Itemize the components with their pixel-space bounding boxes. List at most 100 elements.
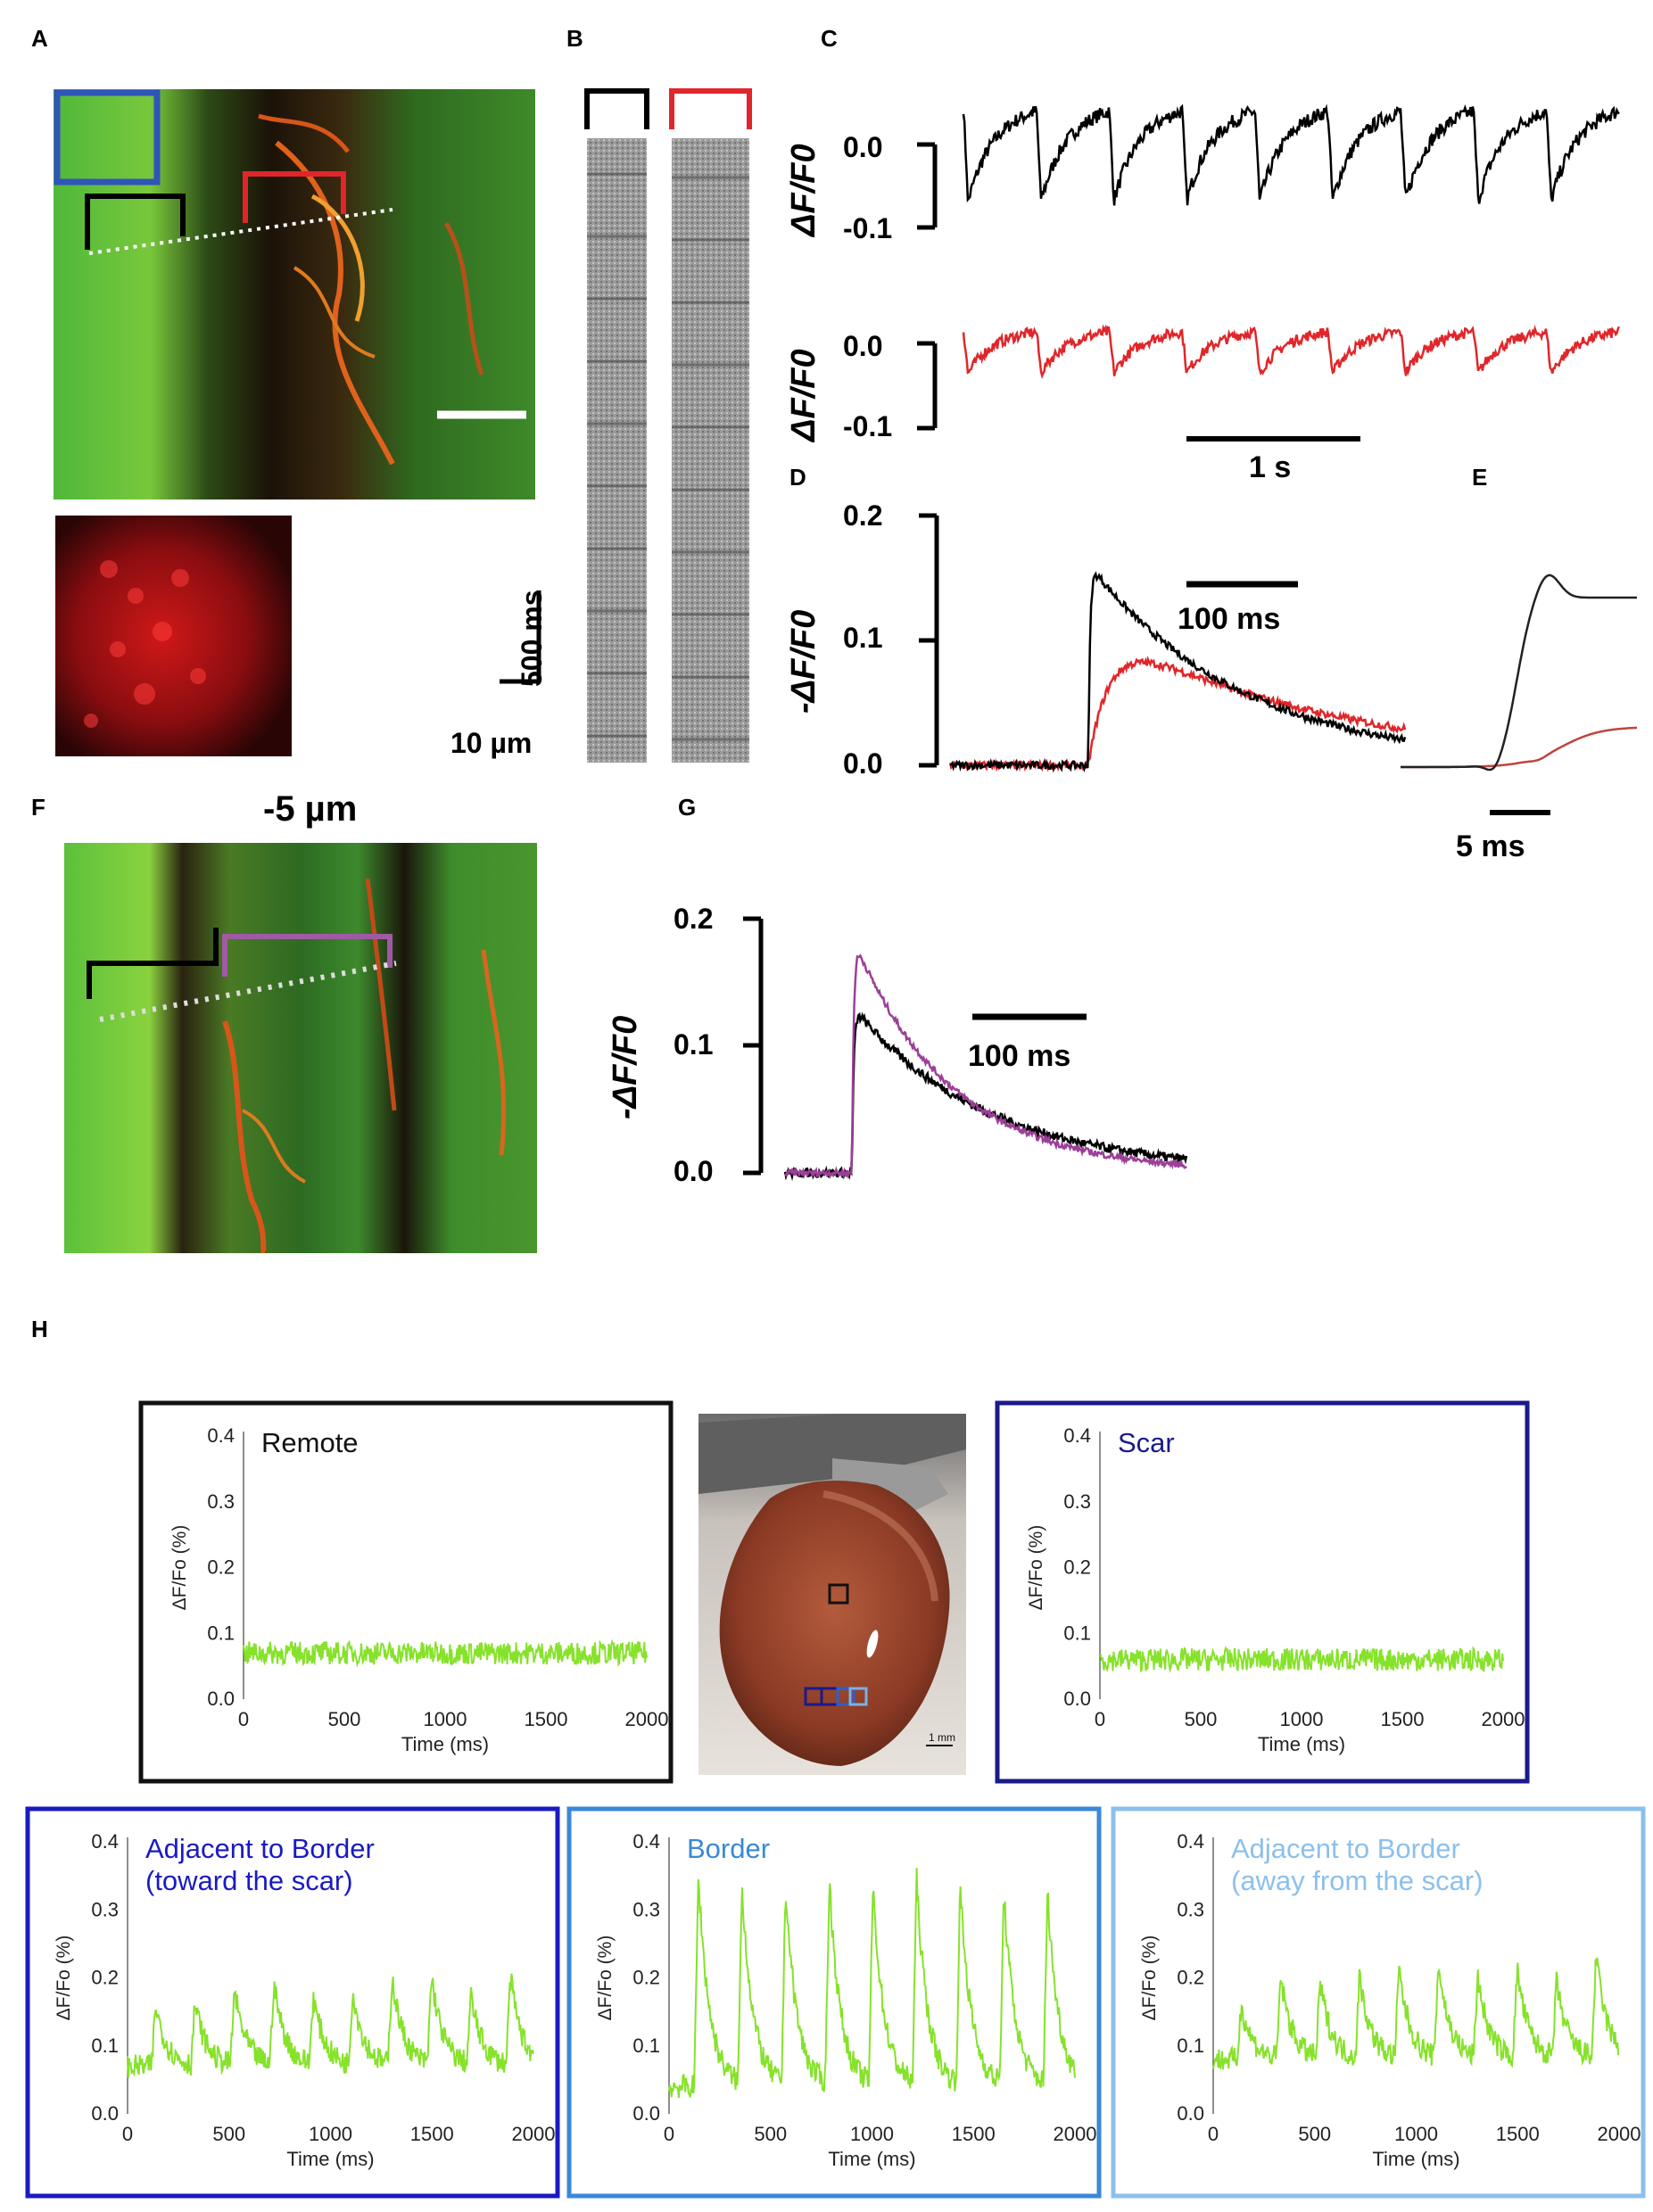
h-xtick-label: 1000 — [850, 2123, 894, 2145]
h-chart-title: Border — [687, 1833, 770, 1864]
g-ylabel: -ΔF/F0 — [607, 1015, 644, 1119]
h-xtick-label: 1500 — [1496, 2123, 1540, 2145]
h-ytick-label: 0.3 — [91, 1898, 119, 1920]
h-chart-subtitle: (toward the scar) — [145, 1865, 353, 1896]
line-scan-path — [88, 208, 393, 255]
panel-label-e: E — [1472, 464, 1488, 491]
h-chart-title: Remote — [261, 1427, 359, 1458]
h-xtick-label: 1000 — [1394, 2123, 1438, 2145]
h-xlabel: Time (ms) — [1258, 1733, 1345, 1755]
c-red-ylabel: ΔF/F0 — [785, 349, 822, 442]
h-ytick-label: 0.0 — [91, 2102, 119, 2125]
h-ylabel: ΔF/Fo (%) — [1139, 1936, 1160, 2021]
panel-label-d: D — [789, 464, 806, 491]
panel-a-inset — [55, 516, 292, 756]
c-scale-label: 1 s — [1249, 450, 1292, 484]
e-scale-label: 5 ms — [1456, 830, 1525, 863]
h-ytick-label: 0.0 — [632, 2102, 660, 2125]
h-ytick-label: 0.0 — [207, 1688, 235, 1710]
h-ytick-label: 0.3 — [632, 1898, 660, 1920]
heart-scale-label: 1 mm — [929, 1731, 955, 1744]
e-black-trace — [1401, 574, 1637, 772]
h-chart-title: Adjacent to Border — [145, 1833, 375, 1864]
h-ylabel: ΔF/Fo (%) — [1026, 1525, 1046, 1611]
b-space-scale-label: 10 µm — [450, 727, 533, 759]
h-xtick-label: 2000 — [625, 1708, 669, 1730]
h-xtick-label: 2000 — [1598, 2123, 1641, 2145]
panel-label-h: H — [31, 1316, 48, 1342]
panel-label-c: C — [821, 25, 838, 52]
panel-label-b: B — [566, 25, 583, 52]
d-ytick-00: 0.0 — [843, 747, 883, 780]
d-ylabel: -ΔF/F0 — [785, 609, 822, 714]
h-xtick-label: 1000 — [424, 1708, 467, 1730]
h-ytick-label: 0.0 — [1177, 2102, 1204, 2125]
c-black-ytick-bottom: -0.1 — [843, 212, 893, 244]
g-ytick-02: 0.2 — [674, 903, 714, 935]
h-xtick-label: 1500 — [1381, 1708, 1425, 1730]
h-ytick-label: 0.3 — [207, 1490, 235, 1513]
h-ytick-label: 0.4 — [1063, 1424, 1091, 1447]
h-chart-frame — [995, 1400, 1530, 1784]
h-xtick-label: 1000 — [1280, 1708, 1324, 1730]
h-ylabel: ΔF/Fo (%) — [595, 1936, 616, 2021]
h-chart-1: 0.4 0.3 0.2 0.1 0.00 500 1000 1500 2000 Time (ms)… — [138, 1400, 674, 1784]
d-black-trace — [949, 571, 1407, 773]
f-black-bracket — [87, 928, 219, 999]
h-xtick-label: 1500 — [952, 2123, 996, 2145]
h-fluorescence-trace — [243, 1638, 648, 1668]
h-xtick-label: 500 — [212, 2123, 245, 2145]
panel-g — [743, 916, 1188, 1182]
panel-label-f: F — [31, 794, 45, 821]
h-xtick-label: 500 — [754, 2123, 787, 2145]
h-fluorescence-trace — [127, 1973, 534, 2078]
remote-roi — [828, 1583, 849, 1605]
h-xtick-label: 500 — [328, 1708, 361, 1730]
h-ytick-label: 0.3 — [1063, 1490, 1091, 1513]
f-line-scan-path — [99, 961, 397, 1022]
d-red-trace — [948, 656, 1407, 772]
h-ytick-label: 0.4 — [632, 1830, 660, 1853]
c-black-trace — [962, 103, 1620, 206]
h-xtick-label: 0 — [1208, 2123, 1219, 2145]
panel-label-a: A — [31, 25, 48, 52]
h-chart-subtitle: (away from the scar) — [1231, 1865, 1484, 1896]
h-xtick-label: 500 — [1185, 1708, 1218, 1730]
h-ytick-label: 0.3 — [1177, 1898, 1204, 1920]
heart-photo: 1 mm — [698, 1414, 966, 1775]
h-xlabel: Time (ms) — [828, 2148, 915, 2170]
h-ytick-label: 0.1 — [1063, 1622, 1091, 1644]
h-ytick-label: 0.0 — [1063, 1688, 1091, 1710]
c-red-ytick-top: 0.0 — [843, 330, 883, 362]
red-linescan — [672, 138, 749, 763]
panel-f-image — [64, 843, 537, 1253]
border-roi — [836, 1687, 855, 1706]
panel-b-scalebar — [500, 590, 541, 684]
h-xtick-label: 2000 — [1054, 2123, 1097, 2145]
h-xtick-label: 1500 — [410, 2123, 454, 2145]
panel-b — [584, 88, 752, 763]
h-ytick-label: 0.2 — [1063, 1556, 1091, 1579]
h-ytick-label: 0.2 — [632, 1967, 660, 1989]
h-chart-frame — [25, 1806, 560, 2199]
h-ytick-label: 0.1 — [632, 2035, 660, 2057]
h-fluorescence-trace — [1099, 1646, 1504, 1673]
h-xtick-label: 0 — [238, 1708, 249, 1730]
panel-e — [1401, 574, 1638, 772]
e-red-trace — [1401, 726, 1638, 769]
blue-roi-box — [54, 89, 161, 186]
h-xlabel: Time (ms) — [286, 2148, 374, 2170]
h-xlabel: Time (ms) — [401, 1733, 489, 1755]
h-xtick-label: 0 — [1095, 1708, 1105, 1730]
b-time-scale-label: 500 ms — [516, 590, 548, 687]
g-ytick-01: 0.1 — [674, 1028, 714, 1061]
c-black-ytick-top: 0.0 — [843, 131, 883, 163]
h-xtick-label: 500 — [1298, 2123, 1331, 2145]
d-ytick-02: 0.2 — [843, 499, 883, 532]
h-ytick-label: 0.2 — [1177, 1967, 1204, 1989]
h-ytick-label: 0.2 — [91, 1967, 119, 1989]
f-depth-title: -5 µm — [263, 789, 358, 829]
h-fluorescence-trace — [1212, 1957, 1620, 2070]
panel-d — [919, 513, 1407, 773]
h-xtick-label: 2000 — [1482, 1708, 1525, 1730]
